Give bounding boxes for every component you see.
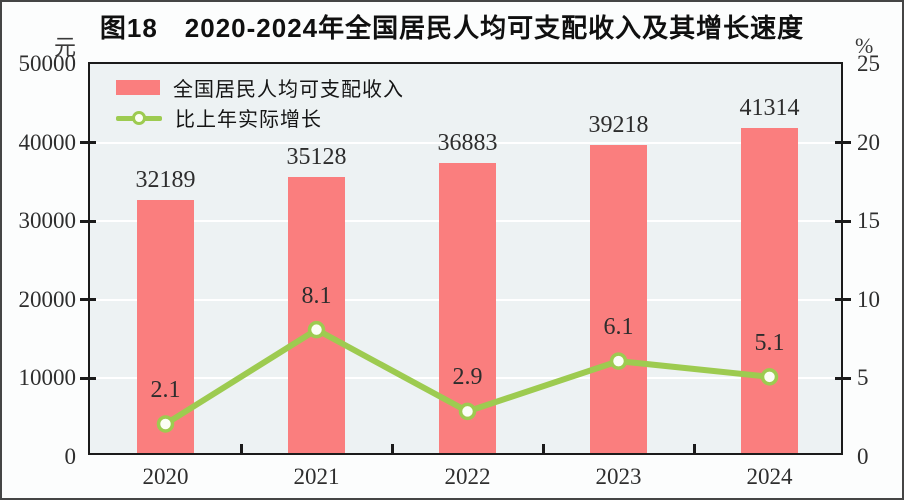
right-tick-label: 5 [857,365,869,391]
line-marker [156,415,175,433]
x-tick-label-2021: 2021 [293,464,340,489]
line-value-label: 5.1 [754,329,785,356]
bar-value-label: 32189 [135,167,196,193]
legend-item: 全国居民人均可支配收入 [116,74,404,101]
line-marker [760,368,779,386]
right-tick-label: 20 [857,129,880,155]
right-tick-label: 0 [857,444,869,469]
line-value-label: 2.9 [452,364,483,391]
plot-area: 32189 35128 36883 39218 41314 2.1 8.1 2.9 6.1 5.… [80,62,851,455]
right-axis-tick [835,219,851,223]
right-tick-label: 10 [857,286,880,312]
line-marker [458,402,477,421]
line-marker [609,352,628,370]
bar-value-label: 35128 [286,144,347,170]
left-axis-tick [80,141,96,145]
legend-item: 比上年实际增长 [116,104,404,131]
left-axis-tick [80,298,96,302]
left-axis-tick [80,376,96,380]
x-tick-label-2022: 2022 [444,464,491,489]
x-axis-tick [239,444,243,453]
x-tick-label-2023: 2023 [595,464,642,489]
line-legend-marker [132,110,146,125]
x-axis-tick [541,444,545,453]
right-axis-tick-labels: 25 20 15 10 5 0 [853,2,902,498]
growth-line-series [156,320,779,433]
bar-legend-swatch [116,80,160,95]
gridline [90,141,841,144]
legend-label: 全国居民人均可支配收入 [173,79,404,101]
legend: 全国居民人均可支配收入 比上年实际增长 [116,74,404,131]
chart-title: 图18 2020-2024年全国居民人均可支配收入及其增长速度 [99,13,805,43]
line-legend-swatch [116,110,162,126]
x-tick-label-2020: 2020 [142,464,189,489]
right-tick-label: 15 [857,208,880,234]
x-axis-tick [692,444,696,453]
right-axis-tick [835,376,851,380]
left-axis-tick [80,219,96,223]
line-value-label: 6.1 [603,314,634,341]
left-tick-label: 50000 [18,51,77,76]
bar-2024 [741,128,798,453]
right-tick-label: 25 [857,51,880,76]
left-tick-label: 30000 [18,208,77,234]
left-tick-label: 10000 [18,365,77,391]
legend-label: 比上年实际增长 [175,109,322,131]
line-marker [307,320,326,339]
bar-value-label: 36883 [437,130,498,156]
left-axis-tick-labels: 50000 40000 30000 20000 10000 0 [2,2,82,498]
left-axis-unit: 元 [53,35,76,60]
right-axis-tick [835,298,851,302]
x-axis-tick [390,444,394,453]
right-axis-tick [835,141,851,145]
bar-value-label: 39218 [588,112,649,138]
line-value-label: 2.1 [150,377,181,403]
right-axis-unit: % [855,33,874,58]
left-tick-label: 40000 [18,129,77,155]
line-value-label: 8.1 [301,282,332,309]
left-tick-label: 20000 [18,286,77,312]
bar-2021 [288,177,345,453]
x-tick-label-2024: 2024 [746,464,793,489]
bar-2023 [590,145,647,453]
left-tick-label: 0 [64,444,77,469]
bar-value-label: 41314 [739,95,800,121]
